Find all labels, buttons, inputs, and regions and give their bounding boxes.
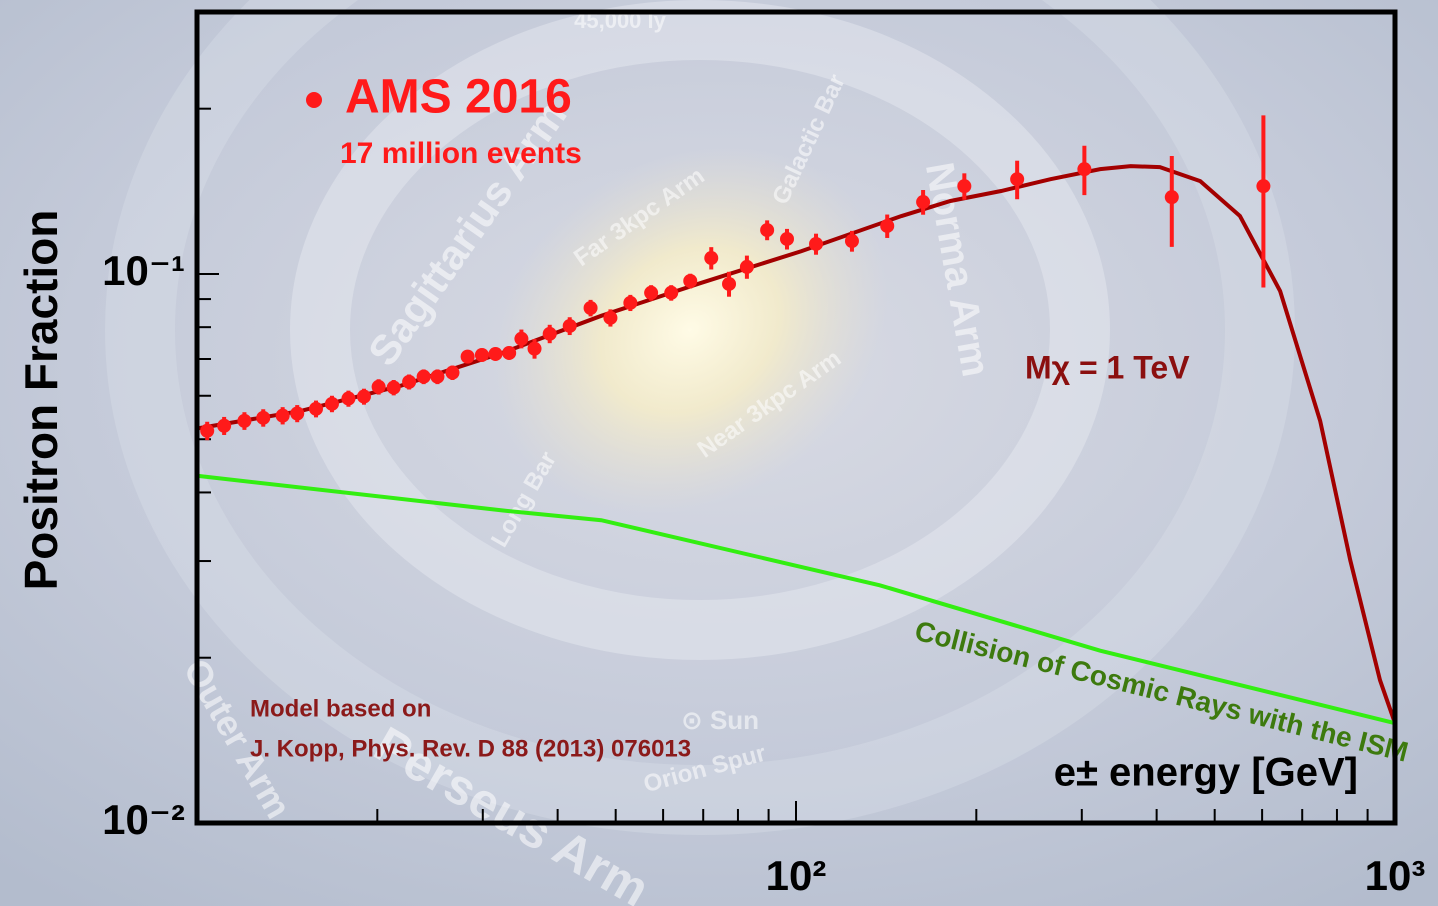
data-point — [916, 195, 931, 210]
data-point — [957, 179, 972, 194]
data-point — [200, 423, 215, 438]
data-point — [256, 410, 271, 425]
data-point — [430, 369, 445, 384]
data-point — [386, 380, 401, 395]
data-point — [445, 365, 460, 380]
data-point — [217, 418, 232, 433]
data-point — [809, 236, 824, 251]
data-point — [739, 259, 754, 274]
data-point — [644, 285, 659, 300]
data-point — [623, 295, 638, 310]
data-point — [880, 218, 895, 233]
data-point — [844, 234, 859, 249]
annotation: Model based on — [250, 695, 431, 722]
background-label: ⊙ Sun — [681, 705, 759, 735]
data-point — [308, 401, 323, 416]
data-point — [402, 374, 417, 389]
data-point — [1077, 162, 1092, 177]
data-point — [603, 310, 618, 325]
data-point — [683, 273, 698, 288]
data-point — [722, 276, 737, 291]
data-point — [237, 413, 252, 428]
data-point — [1256, 179, 1271, 194]
data-point — [780, 231, 795, 246]
x-tick-label: 10³ — [1365, 852, 1426, 899]
legend-label: AMS 2016 — [345, 71, 572, 124]
legend-marker — [306, 92, 322, 108]
galaxy-arm — [290, 0, 1110, 660]
data-point — [324, 396, 339, 411]
model-line — [196, 473, 1396, 726]
data-point — [371, 379, 386, 394]
annotation: J. Kopp, Phys. Rev. D 88 (2013) 076013 — [250, 735, 691, 762]
data-point — [514, 331, 529, 346]
legend-note: 17 million events — [340, 137, 582, 170]
y-tick-label: 10⁻² — [102, 796, 185, 843]
x-axis-label: e± energy [GeV] — [1054, 751, 1358, 795]
data-point — [341, 391, 356, 406]
data-point — [542, 326, 557, 341]
data-point — [460, 349, 475, 364]
data-point — [474, 347, 489, 362]
data-point — [356, 389, 371, 404]
x-tick-label: 10² — [766, 852, 827, 899]
data-point — [664, 285, 679, 300]
data-point — [562, 318, 577, 333]
data-point — [1010, 172, 1025, 187]
data-point — [416, 369, 431, 384]
data-point — [1164, 190, 1179, 205]
data-point — [583, 300, 598, 315]
plot-frame — [194, 9, 1398, 826]
line-label: Mχ = 1 TeV — [1025, 349, 1190, 385]
data-point — [704, 251, 719, 266]
data-point — [502, 345, 517, 360]
data-point — [290, 406, 305, 421]
data-point — [275, 408, 290, 423]
data-point — [527, 341, 542, 356]
data-point — [760, 223, 775, 238]
y-tick-label: 10⁻¹ — [102, 247, 185, 294]
data-point — [488, 346, 503, 361]
y-axis-label: Positron Fraction — [15, 210, 67, 591]
galaxy-arm — [105, 0, 1295, 835]
